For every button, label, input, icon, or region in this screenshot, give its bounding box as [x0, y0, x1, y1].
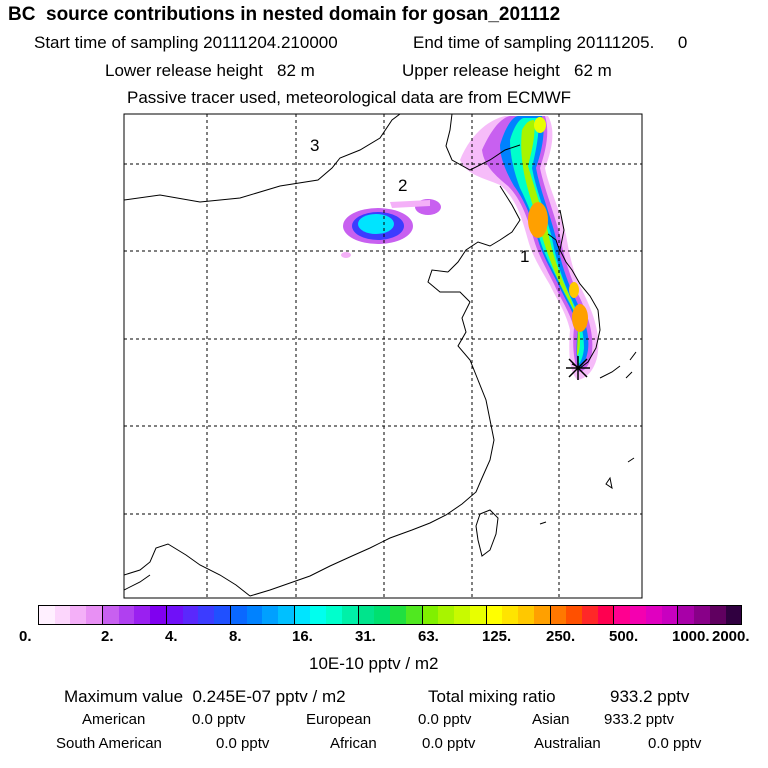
colorbar-cell [533, 606, 551, 624]
colorbar-tick-label: 8. [229, 628, 242, 645]
receptor-marker [566, 356, 590, 380]
chart-title: BC source contributions in nested domain… [8, 4, 561, 25]
colorbar-tick-label: 63. [418, 628, 439, 645]
region-name-south-american: South American [56, 735, 162, 752]
colorbar-tick-label: 16. [292, 628, 313, 645]
colorbar-tick-label: 125. [482, 628, 512, 645]
region-label-2: 2 [398, 176, 407, 195]
end-time-label: End time of sampling 20111205. 0 [413, 33, 688, 52]
maximum-value: Maximum value 0.245E-07 pptv / m2 [64, 687, 346, 706]
colorbar-cell [118, 606, 135, 624]
colorbar-cell [518, 606, 534, 624]
colorbar-tick-label: 500. [609, 628, 639, 645]
region-value-african: 0.0 pptv [422, 735, 476, 752]
colorbar-cell [438, 606, 455, 624]
colorbar-cell [341, 606, 359, 624]
colorbar-cell [725, 606, 742, 624]
region-name-european: European [306, 711, 372, 728]
upper-release-label: Upper release height 62 m [402, 61, 612, 80]
colorbar-cell [198, 606, 215, 624]
colorbar-cell [694, 606, 710, 624]
colorbar-cell [661, 606, 679, 624]
colorbar-tick-label: 4. [165, 628, 178, 645]
colorbar-cell [39, 606, 55, 624]
colorbar-cell [278, 606, 295, 624]
colorbar-cell [645, 606, 662, 624]
colorbar-cell [310, 606, 327, 624]
colorbar-tick-label: 2000. [712, 628, 750, 645]
colorbar-cell [294, 606, 311, 624]
colorbar-cell [390, 606, 406, 624]
region-name-african: African [330, 735, 377, 752]
colorbar-tick-label: 250. [546, 628, 576, 645]
colorbar-cell [358, 606, 375, 624]
region-name-american: American [82, 711, 146, 728]
colorbar-cell [70, 606, 87, 624]
colorbar-cell [134, 606, 151, 624]
colorbar-tick-label: 1000. [672, 628, 710, 645]
colorbar-cell [150, 606, 167, 624]
colorbar-cell [214, 606, 231, 624]
coastlines [124, 114, 637, 597]
colorbar-cell [182, 606, 199, 624]
colorbar-cell [614, 606, 631, 624]
region-label-1: 1 [520, 247, 529, 266]
colorbar-cell [405, 606, 423, 624]
region-label-3: 3 [310, 136, 319, 155]
colorbar-cell [581, 606, 598, 624]
total-mixing-value: 933.2 pptv [610, 687, 690, 706]
colorbar-cell [86, 606, 103, 624]
colorbar-cell [597, 606, 615, 624]
concentration-plume [341, 116, 599, 380]
colorbar-cell [630, 606, 646, 624]
lat-lon-grid [124, 114, 642, 598]
tracer-note: Passive tracer used, meteorological data… [127, 88, 572, 107]
map-frame [123, 113, 643, 599]
colorbar-cell [326, 606, 342, 624]
colorbar-tick-label: 2. [101, 628, 114, 645]
colorbar-cell [469, 606, 487, 624]
colorbar-cell [422, 606, 439, 624]
region-value-american: 0.0 pptv [192, 711, 246, 728]
colorbar-cell [102, 606, 119, 624]
colorbar-tick-label: 31. [355, 628, 376, 645]
region-name-australian: Australian [534, 735, 601, 752]
colorbar-cell [678, 606, 695, 624]
region-value-south-american: 0.0 pptv [216, 735, 270, 752]
colorbar-cell [454, 606, 470, 624]
colorbar-cell [262, 606, 279, 624]
colorbar-cell [486, 606, 503, 624]
lower-release-label: Lower release height 82 m [105, 61, 315, 80]
colorbar-cell [166, 606, 183, 624]
colorbar-cell [54, 606, 71, 624]
start-time-label: Start time of sampling 20111204.210000 [34, 33, 338, 52]
region-value-australian: 0.0 pptv [648, 735, 702, 752]
colorbar-cell [374, 606, 391, 624]
colorbar [38, 605, 742, 625]
total-mixing-label: Total mixing ratio [428, 687, 556, 706]
region-value-european: 0.0 pptv [418, 711, 472, 728]
colorbar-tick-label: 0. [19, 628, 32, 645]
colorbar-cell [566, 606, 582, 624]
colorbar-cell [550, 606, 567, 624]
colorbar-cell [502, 606, 519, 624]
colorbar-unit: 10E-10 pptv / m2 [309, 654, 439, 673]
region-value-asian: 933.2 pptv [604, 711, 675, 728]
colorbar-cell [709, 606, 726, 624]
colorbar-cell [246, 606, 263, 624]
colorbar-cell [230, 606, 247, 624]
region-name-asian: Asian [532, 711, 570, 728]
